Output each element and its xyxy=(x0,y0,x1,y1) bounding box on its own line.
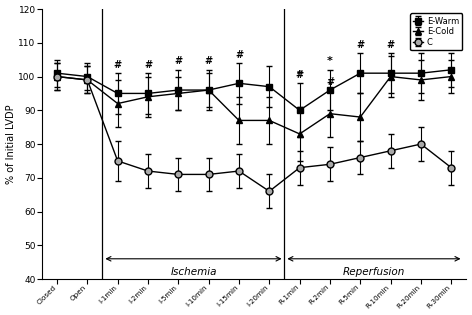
Text: #: # xyxy=(144,60,152,70)
Text: #: # xyxy=(387,40,395,49)
Text: #: # xyxy=(114,60,122,70)
Text: #: # xyxy=(235,50,243,60)
Legend: E-Warm, E-Cold, C: E-Warm, E-Cold, C xyxy=(410,13,462,50)
Text: #: # xyxy=(174,56,182,66)
Text: #: # xyxy=(326,77,334,87)
Text: #: # xyxy=(417,40,425,49)
Text: *: * xyxy=(327,56,333,66)
Text: #: # xyxy=(356,40,364,49)
Text: #: # xyxy=(295,70,303,80)
Text: #: # xyxy=(204,56,213,66)
Text: Ischemia: Ischemia xyxy=(170,267,217,277)
Text: Reperfusion: Reperfusion xyxy=(343,267,405,277)
Y-axis label: % of Initial LVDP: % of Initial LVDP xyxy=(6,104,16,184)
Text: *: * xyxy=(297,70,303,80)
Text: #: # xyxy=(447,40,455,49)
